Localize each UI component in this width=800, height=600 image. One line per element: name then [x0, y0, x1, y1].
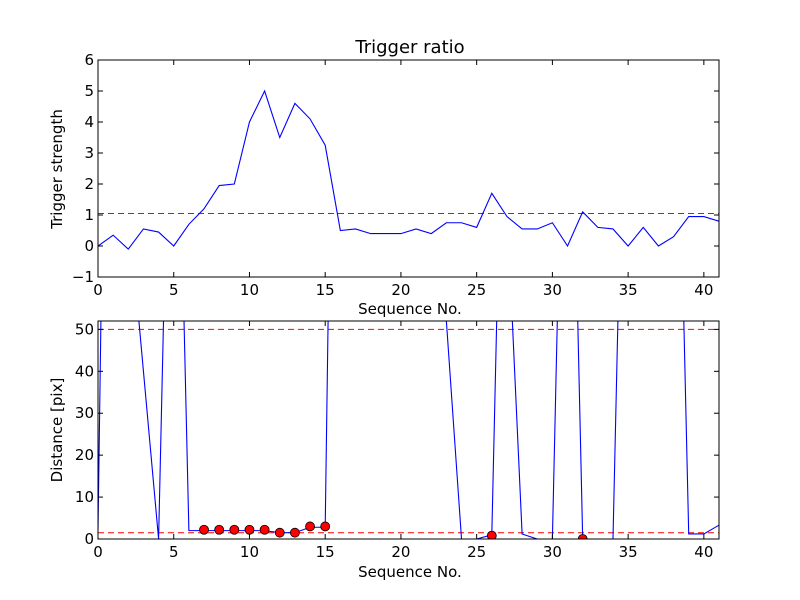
top-y-axis-label: Trigger strength	[48, 109, 66, 230]
bottom-data-point	[244, 524, 255, 535]
bottom-x-axis-label: Sequence No.	[358, 563, 462, 581]
chart-title: Trigger ratio	[354, 37, 464, 58]
bottom-data-point	[320, 521, 331, 532]
top-y-tick-label: 5	[84, 82, 94, 100]
bottom-x-tick-label: 40	[694, 543, 713, 561]
top-x-tick-label: 5	[169, 281, 179, 299]
bottom-x-tick-label: 20	[391, 543, 410, 561]
top-x-tick-label: 15	[316, 281, 335, 299]
bottom-data-point	[486, 530, 497, 539]
top-y-tick-label: 4	[84, 113, 94, 131]
bottom-x-tick-label: 35	[619, 543, 638, 561]
bottom-y-tick-label: 20	[75, 446, 94, 464]
top-y-tick-label: 1	[84, 206, 94, 224]
top-y-tick-label: 2	[84, 175, 94, 193]
top-x-tick-label: 40	[694, 281, 713, 299]
bottom-x-tick-label: 0	[93, 543, 103, 561]
top-x-tick-label: 10	[240, 281, 259, 299]
bottom-x-tick-label: 5	[169, 543, 179, 561]
top-y-tick-label: 3	[84, 144, 94, 162]
bottom-y-tick-label: 0	[84, 530, 94, 548]
bottom-ticks: 0 5 10 15 20 25 30 35 40 0 10 20 30 40 50	[75, 320, 719, 561]
top-x-tick-label: 35	[619, 281, 638, 299]
bottom-data-point	[214, 524, 225, 535]
top-y-tick-label: −1	[72, 268, 94, 286]
bottom-data-point	[259, 524, 270, 535]
top-series-line-0	[98, 89, 719, 250]
top-plot-frame	[97, 59, 720, 278]
bottom-y-tick-label: 50	[75, 320, 94, 338]
bottom-y-tick-label: 10	[75, 488, 94, 506]
top-x-tick-label: 30	[543, 281, 562, 299]
top-y-tick-label: 0	[84, 237, 94, 255]
top-x-axis-label: Sequence No.	[358, 300, 462, 318]
bottom-data-point	[290, 527, 300, 538]
bottom-y-tick-label: 30	[75, 404, 94, 422]
top-chart: Trigger ratio 0 5 10 15 20 25 30 35 40−10123456 …	[48, 37, 720, 318]
top-x-tick-label: 0	[93, 281, 103, 299]
top-x-tick-label: 20	[391, 281, 410, 299]
bottom-series-line-0	[98, 321, 719, 539]
bottom-data-point	[274, 527, 285, 538]
bottom-chart: 0 5 10 15 20 25 30 35 40 0 10 20 30 40 50 Sequence No.…	[48, 320, 720, 581]
bottom-plot-content	[98, 321, 719, 539]
bottom-data-point	[577, 534, 588, 539]
top-plot-content	[98, 89, 719, 250]
bottom-x-tick-label: 10	[240, 543, 259, 561]
bottom-plot-frame	[97, 320, 720, 540]
bottom-y-tick-label: 40	[75, 362, 94, 380]
bottom-x-tick-label: 30	[543, 543, 562, 561]
bottom-data-point	[305, 521, 315, 532]
bottom-x-tick-label: 15	[316, 543, 335, 561]
bottom-y-axis-label: Distance [pix]	[48, 378, 66, 483]
top-y-tick-label: 6	[84, 51, 94, 69]
bottom-data-point	[199, 524, 209, 535]
bottom-x-tick-label: 25	[467, 543, 486, 561]
bottom-data-point	[229, 524, 240, 535]
top-x-tick-label: 25	[467, 281, 486, 299]
